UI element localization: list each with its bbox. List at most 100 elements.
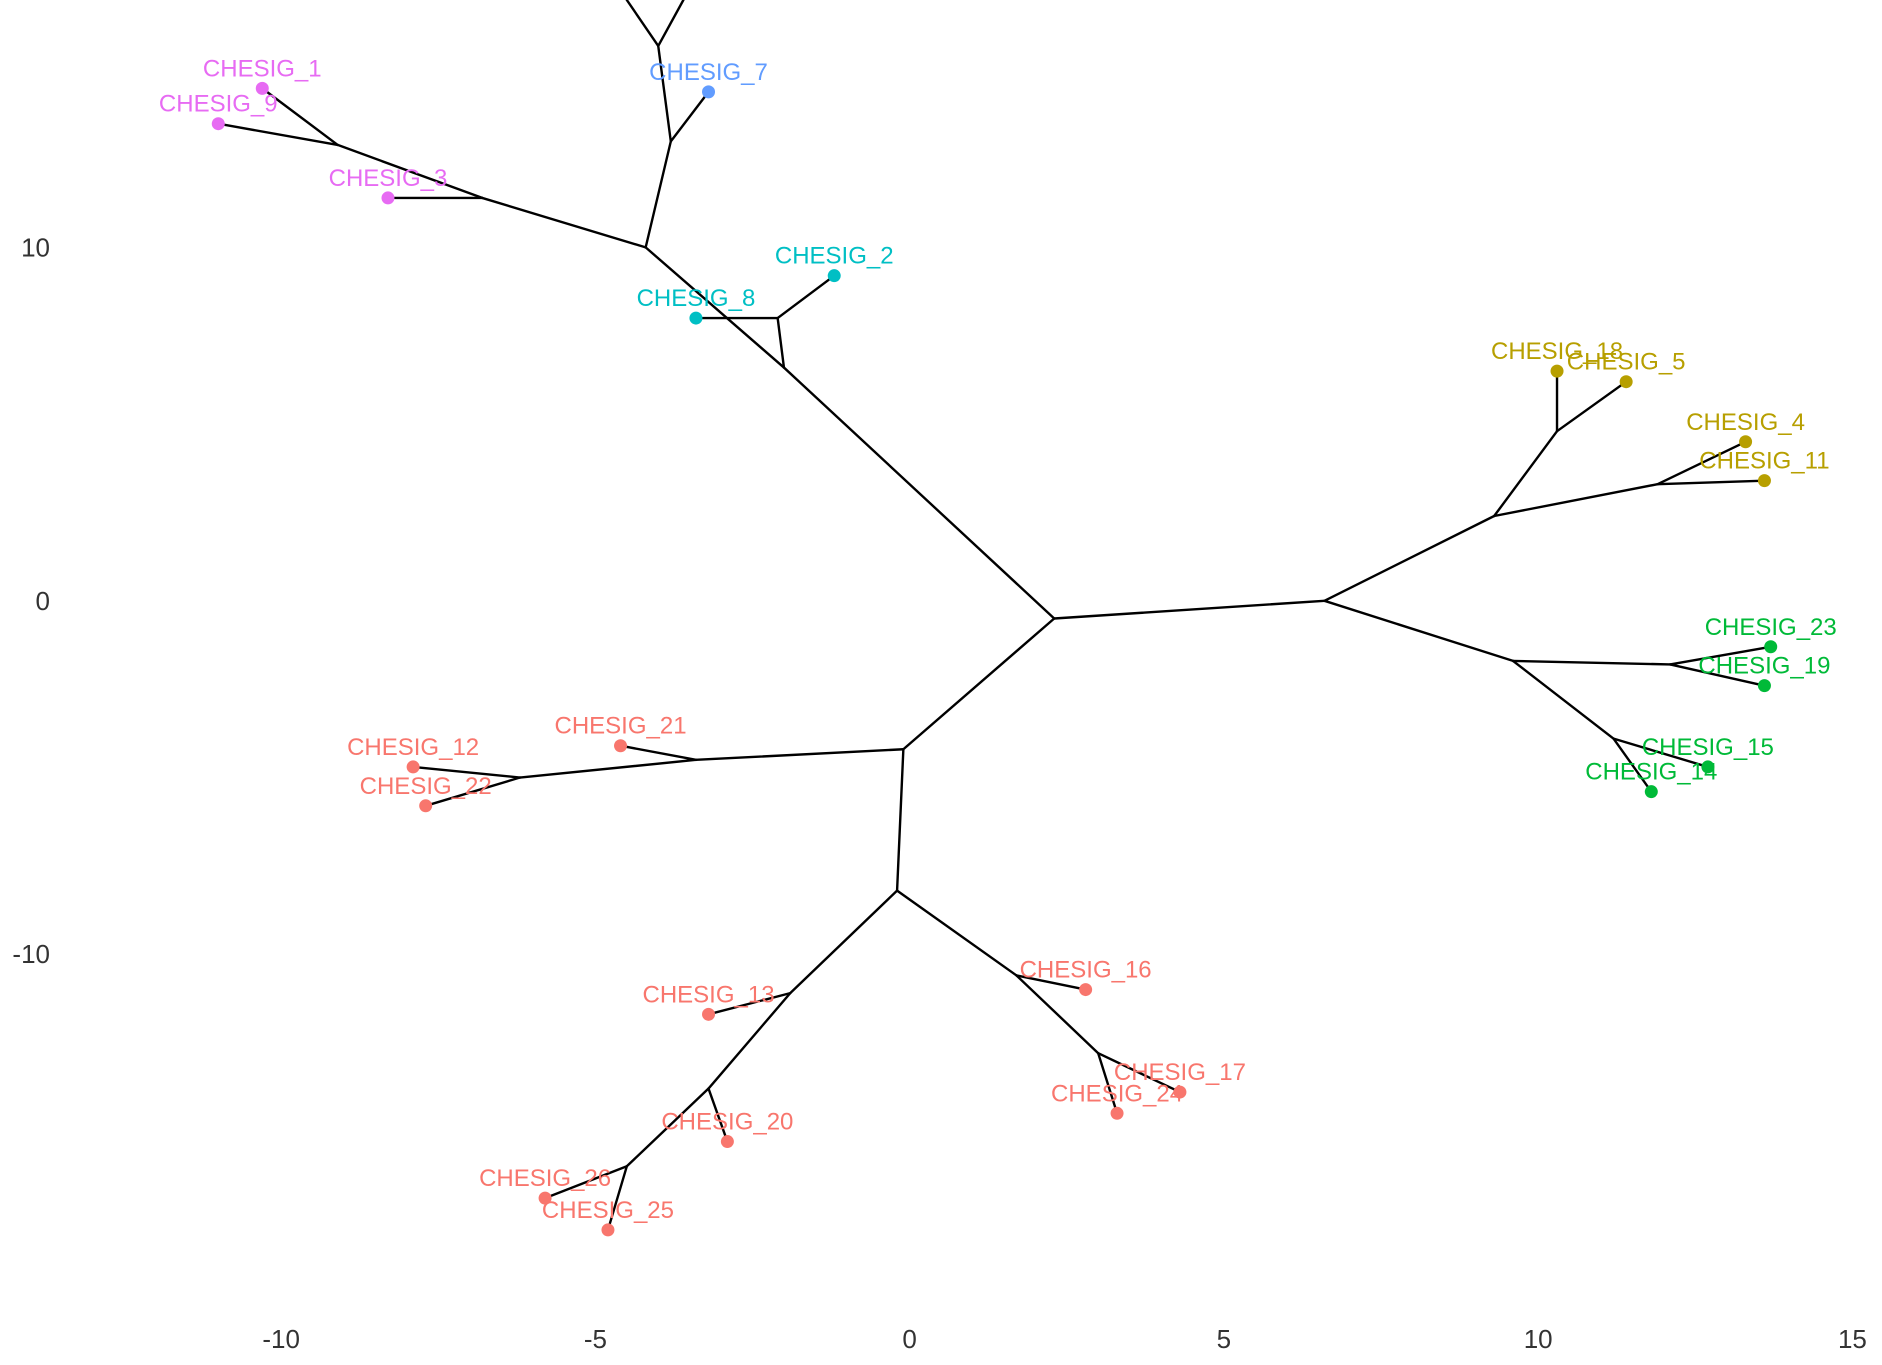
tip-point-chesig-3 — [381, 191, 395, 205]
tip-labels: CHESIG_1 CHESIG_9 CHESIG_3 CHESIG_7 CHESIG_2… — [159, 55, 1837, 1224]
branch-27 — [1097, 1052, 1119, 1115]
x-tick-label: 15 — [1838, 1324, 1867, 1354]
branch-34 — [606, 1165, 629, 1232]
branch-41 — [217, 122, 339, 147]
y-tick-label: 10 — [21, 232, 50, 262]
tip-label-chesig-15: CHESIG_15 — [1642, 734, 1774, 761]
tip-point-chesig-12 — [406, 760, 420, 774]
tip-label-chesig-9: CHESIG_9 — [159, 91, 278, 118]
tip-label-chesig-1: CHESIG_1 — [203, 55, 322, 82]
tip-label-chesig-14: CHESIG_14 — [1585, 759, 1717, 786]
tip-point-chesig-11 — [1757, 474, 1771, 488]
tip-point-chesig-21 — [614, 739, 628, 753]
tip-label-chesig-20: CHESIG_20 — [661, 1109, 793, 1136]
branch-36 — [644, 246, 786, 369]
tip-label-chesig-21: CHESIG_21 — [554, 713, 686, 740]
tip-label-chesig-11: CHESIG_11 — [1699, 448, 1829, 475]
tip-label-chesig-16: CHESIG_16 — [1020, 957, 1152, 984]
x-tick-label: -5 — [584, 1324, 607, 1354]
x-axis: -10 -5 0 5 10 15 — [262, 1324, 1867, 1354]
tip-points — [211, 81, 1778, 1237]
branch-31 — [707, 1087, 729, 1143]
branch-47 — [776, 316, 786, 369]
branch-1 — [1053, 599, 1326, 620]
branch-28 — [789, 889, 899, 995]
branch-18 — [619, 744, 698, 762]
tip-label-chesig-12: CHESIG_12 — [347, 734, 479, 761]
branch-16 — [902, 617, 1056, 751]
tip-point-chesig-1 — [255, 81, 269, 95]
tip-point-chesig-5 — [1619, 375, 1633, 389]
tip-point-chesig-22 — [419, 799, 433, 813]
tip-point-chesig-25 — [601, 1223, 615, 1237]
branch-22 — [895, 748, 905, 892]
tip-point-chesig-14 — [1644, 785, 1658, 799]
x-tick-label: 10 — [1524, 1324, 1553, 1354]
y-tick-label: 0 — [36, 586, 50, 616]
branch-29 — [707, 991, 792, 1016]
tip-point-chesig-15 — [1701, 760, 1715, 774]
tip-label-chesig-2: CHESIG_2 — [775, 243, 894, 270]
branch-8 — [1656, 479, 1766, 486]
tip-label-chesig-5: CHESIG_5 — [1567, 349, 1686, 376]
tip-label-chesig-19: CHESIG_19 — [1698, 653, 1830, 680]
branch-2 — [1323, 514, 1496, 603]
tip-point-chesig-23 — [1764, 640, 1778, 654]
branch-3 — [1492, 429, 1559, 518]
tip-point-chesig-26 — [538, 1191, 552, 1205]
branch-35 — [782, 366, 1056, 620]
tip-point-chesig-4 — [1739, 435, 1753, 449]
tip-label-chesig-22: CHESIG_22 — [360, 773, 492, 800]
tip-label-chesig-18: CHESIG_18 — [1491, 338, 1623, 365]
branch-33 — [543, 1165, 629, 1200]
branch-10 — [1511, 659, 1672, 666]
x-tick-label: 0 — [902, 1324, 916, 1354]
branch-9 — [1323, 599, 1515, 663]
tip-point-chesig-16 — [1079, 983, 1093, 997]
tip-point-chesig-8 — [689, 311, 703, 325]
tip-label-chesig-23: CHESIG_23 — [1705, 614, 1837, 641]
tip-label-chesig-13: CHESIG_13 — [642, 981, 774, 1008]
branch-30 — [707, 991, 792, 1090]
branch-24 — [1015, 974, 1087, 991]
tip-point-chesig-18 — [1550, 364, 1564, 378]
branch-6 — [1492, 482, 1659, 518]
tip-label-chesig-4: CHESIG_4 — [1686, 409, 1805, 436]
branch-43 — [669, 90, 710, 143]
tip-label-chesig-17: CHESIG_17 — [1114, 1059, 1246, 1086]
tip-label-chesig-25: CHESIG_25 — [542, 1197, 674, 1224]
branch-11 — [1668, 645, 1772, 666]
tip-point-chesig-9 — [211, 117, 225, 131]
branch-14 — [1612, 737, 1710, 769]
x-tick-label: -10 — [262, 1324, 300, 1354]
branch-32 — [625, 1087, 710, 1168]
branch-19 — [518, 758, 698, 779]
branch-45 — [625, 0, 660, 48]
branch-44 — [657, 44, 673, 143]
tip-label-chesig-26: CHESIG_26 — [479, 1165, 611, 1192]
branch-7 — [1656, 440, 1747, 486]
branch-26 — [1097, 1052, 1182, 1094]
branch-49 — [776, 274, 836, 320]
branch-39 — [336, 143, 484, 200]
branch-42 — [644, 140, 673, 249]
branch-40 — [261, 87, 339, 147]
branch-21 — [424, 776, 522, 808]
tip-point-chesig-20 — [720, 1135, 734, 1149]
branch-15 — [1612, 737, 1653, 793]
y-tick-label: -10 — [12, 939, 50, 969]
tree-branches — [217, 0, 1772, 1232]
tip-label-chesig-8: CHESIG_8 — [637, 285, 756, 312]
tip-label-chesig-3: CHESIG_3 — [329, 165, 448, 192]
branch-37 — [481, 196, 647, 249]
tip-point-chesig-17 — [1173, 1085, 1187, 1099]
branch-20 — [411, 765, 522, 779]
y-axis: -10 0 10 — [12, 232, 50, 969]
tip-label-chesig-24: CHESIG_24 — [1051, 1080, 1183, 1107]
branch-5 — [1555, 380, 1628, 433]
branch-23 — [895, 889, 1018, 977]
tip-point-chesig-2 — [827, 269, 841, 283]
branch-13 — [1511, 659, 1615, 740]
